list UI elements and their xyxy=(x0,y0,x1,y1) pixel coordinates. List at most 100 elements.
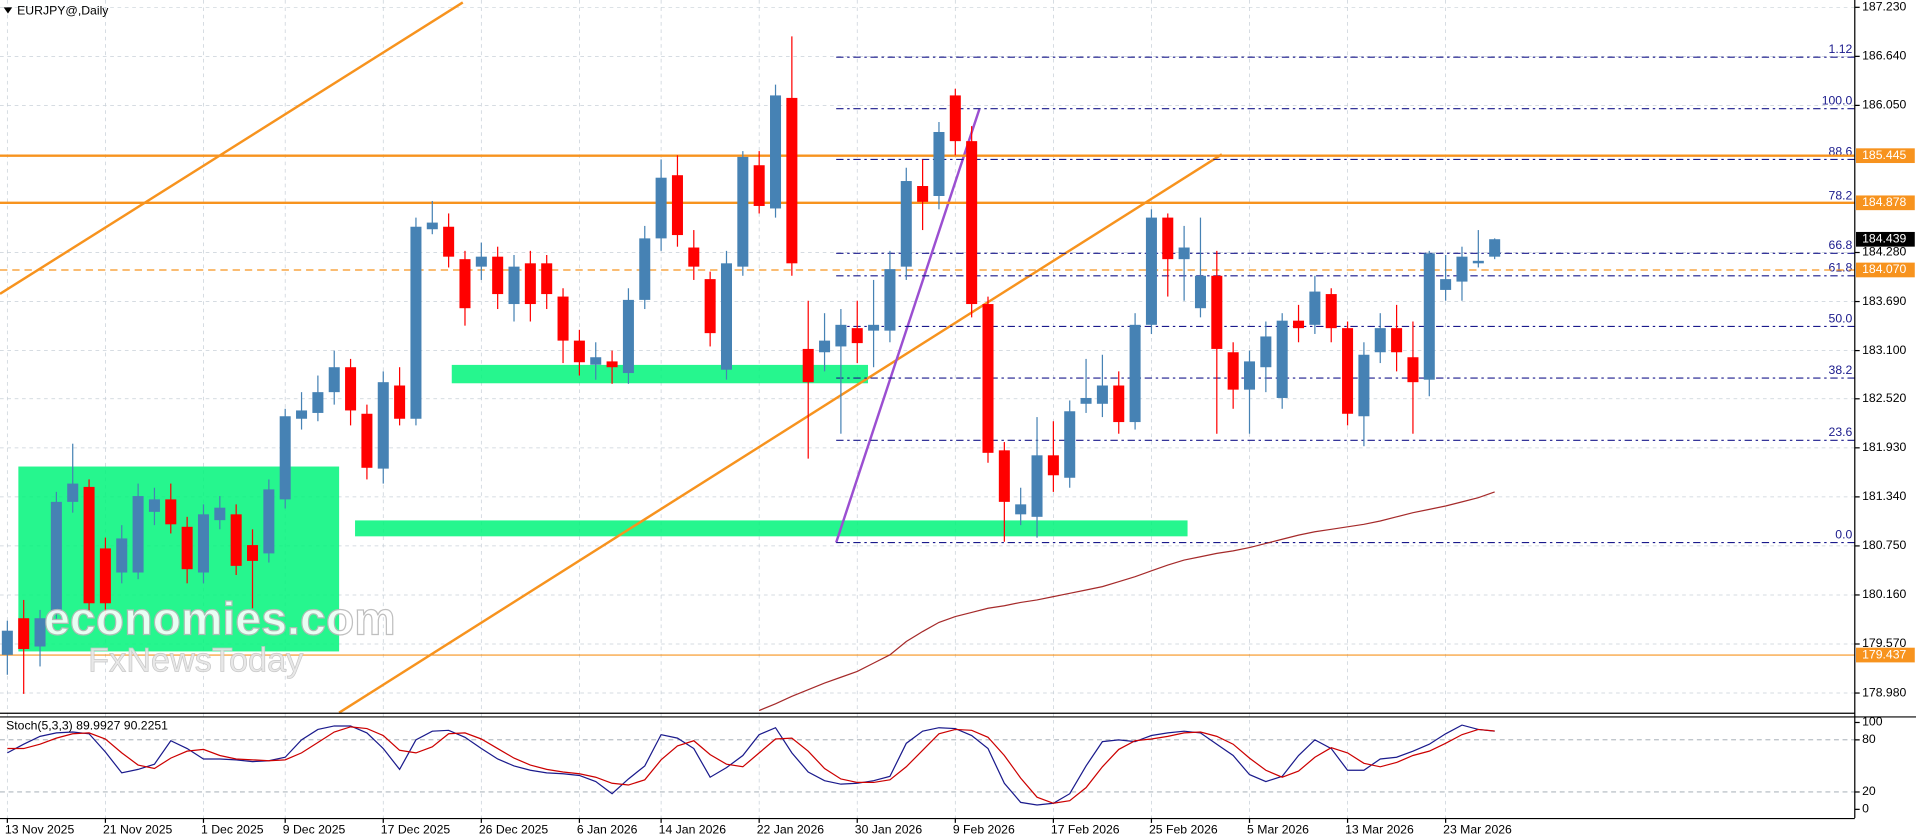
candle-body xyxy=(443,226,455,257)
candle-body xyxy=(279,416,291,500)
candle-body xyxy=(622,299,634,374)
candle-body xyxy=(328,367,340,393)
fib-label: 78.2 xyxy=(1829,188,1853,202)
axis-layer: 13 Nov 2025 21 Nov 2025 1 Dec 2025 9 Dec 20… xyxy=(5,0,1915,836)
candle-body xyxy=(1227,352,1239,390)
y-tick-label: 180.160 xyxy=(1862,587,1906,601)
candle-body xyxy=(1194,275,1206,309)
watermark: economies.com FxNewsToday xyxy=(43,592,396,680)
current-price-box xyxy=(1856,231,1915,247)
candle-body xyxy=(312,392,324,413)
candle-body xyxy=(1358,354,1370,417)
watermark-text: FxNewsToday xyxy=(88,642,304,680)
candle-body xyxy=(982,304,994,453)
y-tick-label: 186.640 xyxy=(1862,49,1906,63)
candle-body xyxy=(1064,411,1076,478)
candle-body xyxy=(230,514,242,566)
x-tick-label: 1 Dec 2025 xyxy=(201,822,264,836)
candle-body xyxy=(590,357,602,365)
candle-body xyxy=(1260,336,1272,368)
candle-body xyxy=(770,95,782,209)
candle-body xyxy=(541,263,553,295)
x-tick-label: 30 Jan 2026 xyxy=(855,822,923,836)
x-tick-label: 21 Nov 2025 xyxy=(103,822,173,836)
candle-body xyxy=(1,630,13,655)
candle-body xyxy=(1374,328,1386,353)
price-level-label: 185.445 xyxy=(1862,148,1906,162)
candle-body xyxy=(720,263,732,370)
candle-body xyxy=(67,483,79,502)
x-tick-label: 13 Nov 2025 xyxy=(5,822,75,836)
candle-body xyxy=(132,496,144,573)
x-tick-label: 14 Jan 2026 xyxy=(659,822,727,836)
candle-body xyxy=(1456,256,1468,282)
indicator-line xyxy=(7,724,1495,806)
candle-body xyxy=(165,499,177,525)
indicator-title: Stoch(5,3,3) 89.9927 90.2251 xyxy=(6,718,168,732)
candle-body xyxy=(688,247,700,267)
x-tick-label: 9 Feb 2026 xyxy=(953,822,1015,836)
candle-body xyxy=(148,499,160,512)
candle-body xyxy=(704,279,716,334)
candle-body xyxy=(1407,357,1419,383)
x-tick-label: 23 Mar 2026 xyxy=(1443,822,1512,836)
candle-body xyxy=(998,450,1010,502)
candle-body xyxy=(296,410,308,419)
candle-body xyxy=(99,548,111,604)
x-tick-label: 6 Jan 2026 xyxy=(577,822,638,836)
candle-body xyxy=(573,340,585,363)
candle-body xyxy=(1047,455,1059,476)
candle-body xyxy=(377,382,389,469)
candle-body xyxy=(410,226,422,419)
candle-body xyxy=(1096,385,1108,404)
x-tick-label: 9 Dec 2025 xyxy=(283,822,346,836)
candle-body xyxy=(835,324,847,347)
indicator-line xyxy=(7,726,1495,804)
candle-body xyxy=(639,238,651,300)
candle-body xyxy=(949,95,961,142)
candle-body xyxy=(606,361,618,368)
price-level-box xyxy=(1856,148,1915,164)
support-zone xyxy=(355,520,1188,537)
candle-body xyxy=(655,177,667,239)
x-tick-label: 26 Dec 2025 xyxy=(479,822,549,836)
candle-body xyxy=(83,486,95,604)
candle-body xyxy=(900,181,912,267)
candle-body xyxy=(1391,328,1403,353)
candle-body xyxy=(753,165,765,206)
candle-body xyxy=(671,175,683,236)
price-level-label: 184.070 xyxy=(1862,262,1906,276)
menu-triangle xyxy=(3,7,13,14)
fib-label: 23.6 xyxy=(1829,425,1853,439)
candle-body xyxy=(1472,260,1484,264)
trend-line xyxy=(0,1,464,295)
candle-body xyxy=(214,507,226,521)
support-zone xyxy=(451,364,869,384)
y-tick-label: 0 xyxy=(1862,802,1869,816)
trend-line xyxy=(338,153,1223,714)
y-tick-label: 187.230 xyxy=(1862,0,1906,14)
candle-body xyxy=(492,256,504,295)
watermark-text: economies.com xyxy=(44,592,396,644)
price-level-label: 179.437 xyxy=(1862,647,1906,661)
fib-label: 100.0 xyxy=(1822,94,1853,108)
candle-body xyxy=(737,156,749,267)
candle-body xyxy=(1276,320,1288,398)
fib-label: 38.2 xyxy=(1829,363,1853,377)
x-tick-label: 22 Jan 2026 xyxy=(757,822,825,836)
candle-body xyxy=(868,324,880,331)
candle-body xyxy=(1031,455,1043,517)
fib-label: 0.0 xyxy=(1835,527,1852,541)
y-tick-label: 181.930 xyxy=(1862,440,1906,454)
candle-body xyxy=(1293,320,1305,329)
y-tick-label: 80 xyxy=(1862,732,1876,746)
candle-body xyxy=(1015,504,1027,515)
candle-body xyxy=(1243,361,1256,390)
candle-body xyxy=(1309,291,1321,325)
price-level-box xyxy=(1856,647,1915,663)
candle-body xyxy=(1440,279,1452,290)
fib-anchor-line xyxy=(835,108,981,543)
y-tick-label: 179.570 xyxy=(1862,636,1906,650)
